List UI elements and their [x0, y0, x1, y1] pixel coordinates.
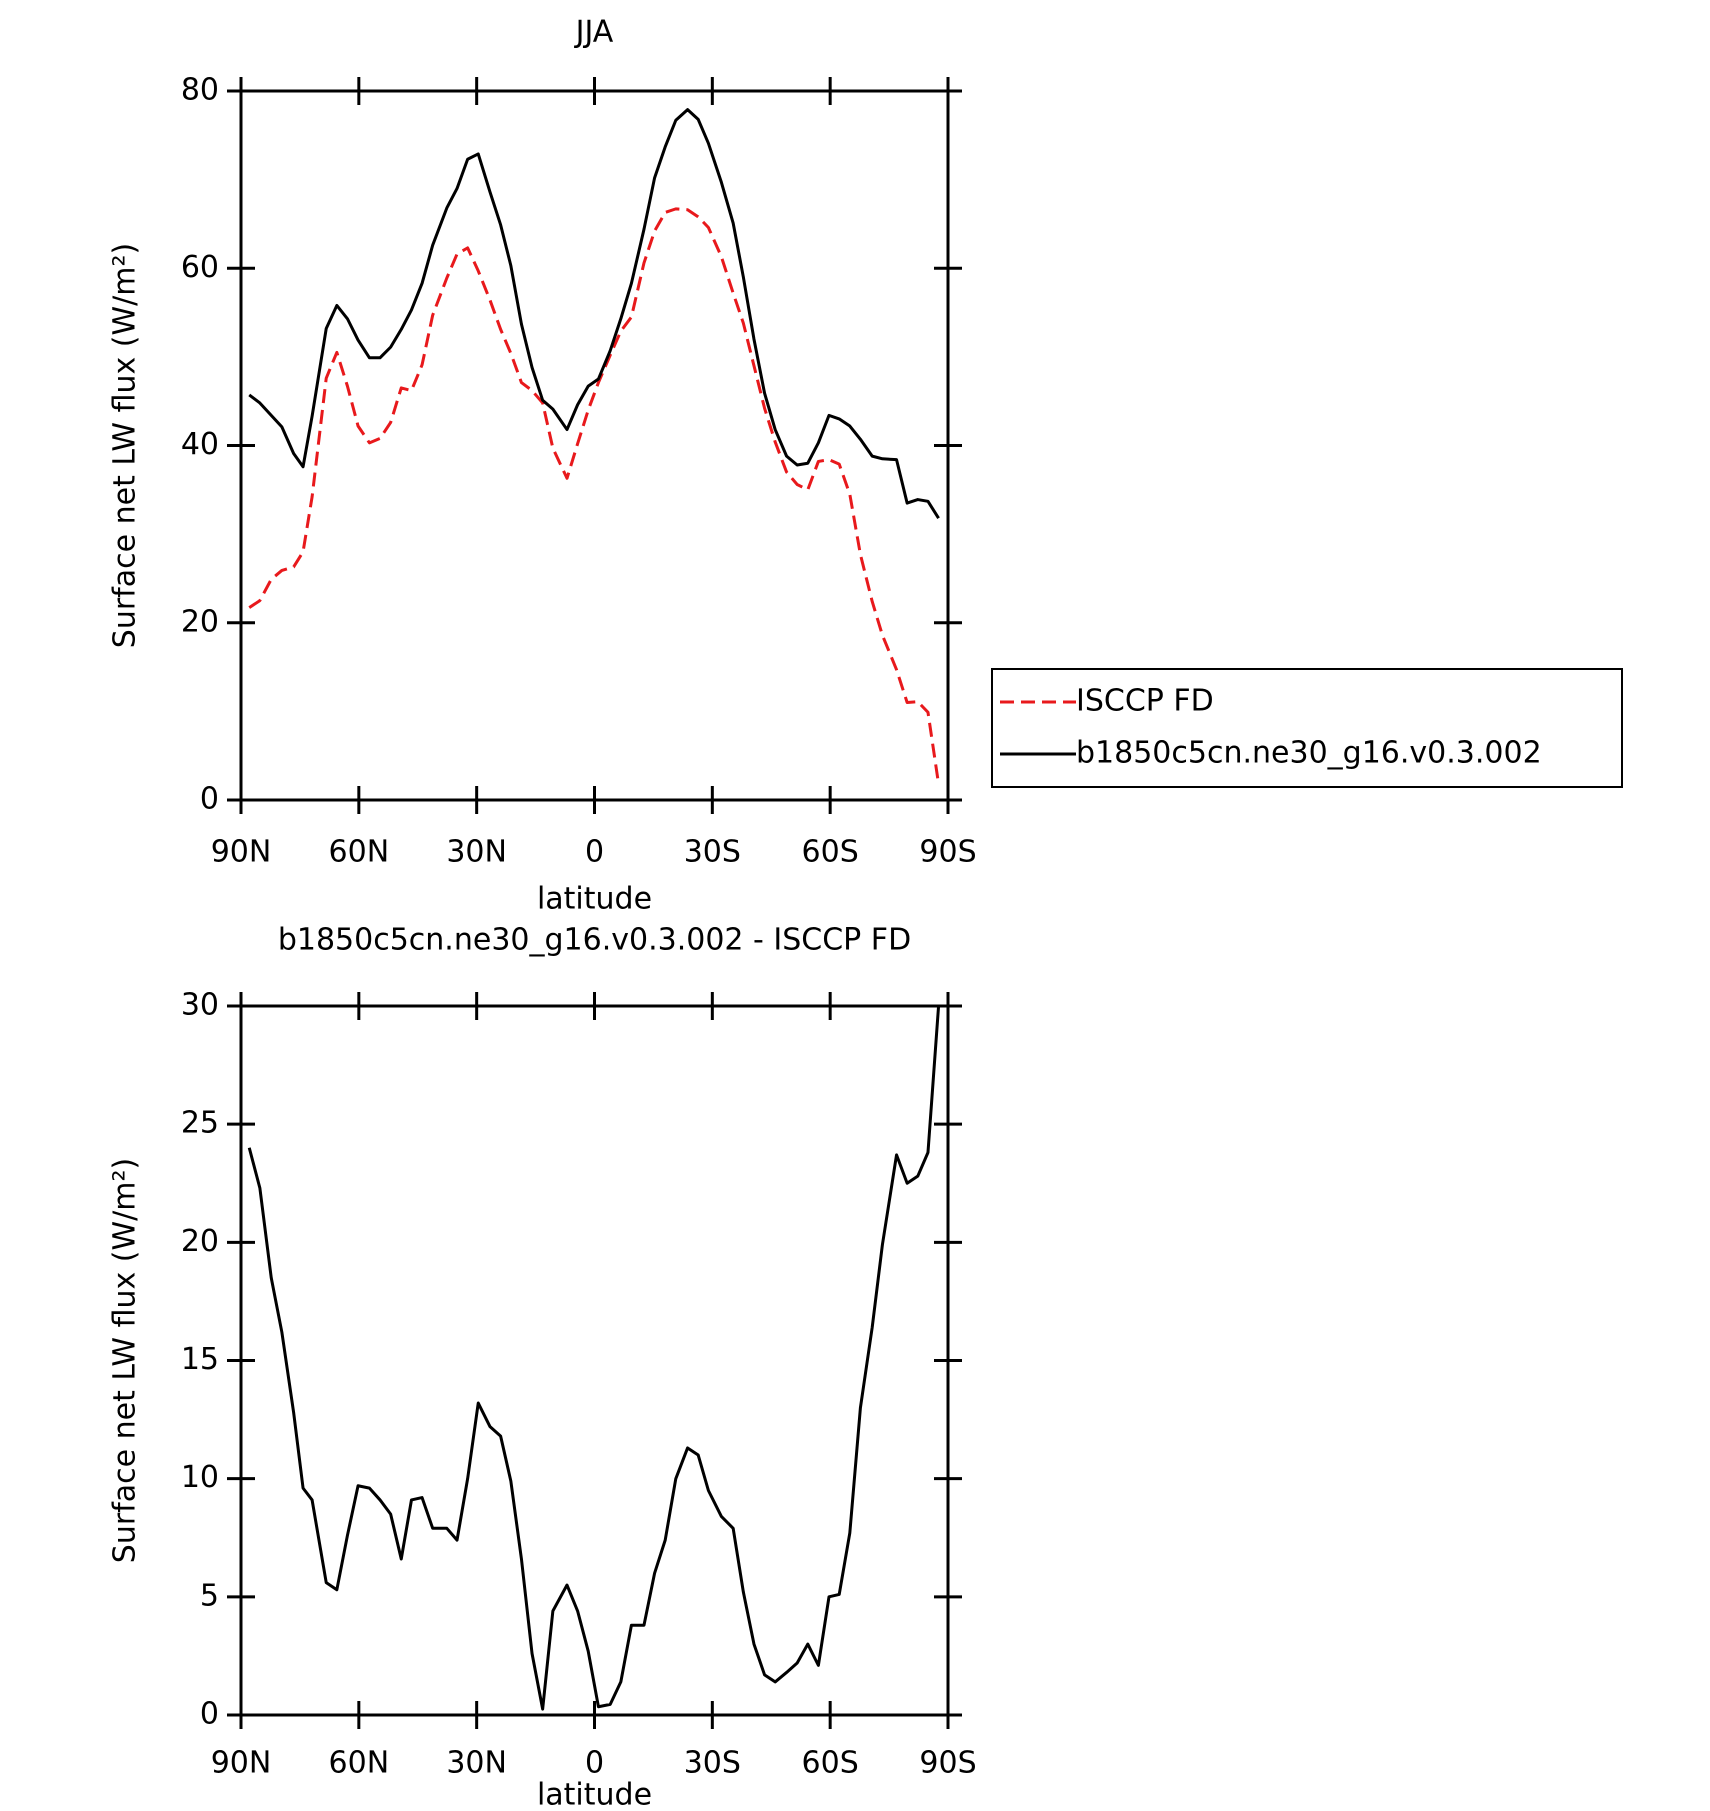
y-axis-label: Surface net LW flux (W/m²): [108, 1158, 143, 1563]
chart-title: b1850c5cn.ne30_g16.v0.3.002 - ISCCP FD: [278, 923, 911, 958]
data-line: [247, 1005, 941, 1711]
x-tick-label: 90N: [211, 835, 272, 870]
y-tick-label: 20: [181, 1224, 219, 1259]
y-axis-label: Surface net LW flux (W/m²): [108, 243, 143, 648]
y-tick-label: 40: [181, 427, 219, 462]
x-tick-label: 30S: [684, 1746, 741, 1781]
x-tick-label: 90S: [919, 835, 976, 870]
x-tick-label: 30S: [684, 835, 741, 870]
legend-label: ISCCP FD: [1076, 684, 1214, 719]
x-tick-label: 0: [585, 835, 604, 870]
x-tick-label: 60S: [802, 835, 859, 870]
x-tick-label: 30N: [446, 1746, 507, 1781]
plot-frame: [239, 89, 950, 802]
data-line: [248, 108, 940, 519]
y-tick-label: 30: [181, 988, 219, 1023]
plot-frame: [239, 1004, 950, 1717]
y-tick-label: 60: [181, 250, 219, 285]
chart-title: JJA: [574, 15, 614, 50]
y-tick-label: 80: [181, 73, 219, 108]
x-tick-label: 30N: [446, 835, 507, 870]
data-line: [248, 207, 941, 785]
y-tick-label: 15: [181, 1342, 219, 1377]
y-tick-label: 0: [200, 1697, 219, 1732]
x-axis-label: latitude: [537, 882, 652, 917]
x-tick-label: 90S: [919, 1746, 976, 1781]
y-tick-label: 20: [181, 604, 219, 639]
y-tick-label: 10: [181, 1460, 219, 1495]
x-tick-label: 60S: [802, 1746, 859, 1781]
x-tick-label: 60N: [329, 1746, 390, 1781]
legend-box: [991, 668, 1623, 788]
y-tick-label: 0: [200, 782, 219, 817]
x-tick-label: 0: [585, 1746, 604, 1781]
x-axis-label: latitude: [537, 1778, 652, 1811]
y-tick-label: 25: [181, 1106, 219, 1141]
y-tick-label: 5: [200, 1578, 219, 1613]
x-tick-label: 60N: [329, 835, 390, 870]
legend-label: b1850c5cn.ne30_g16.v0.3.002: [1076, 736, 1542, 771]
x-tick-label: 90N: [211, 1746, 272, 1781]
